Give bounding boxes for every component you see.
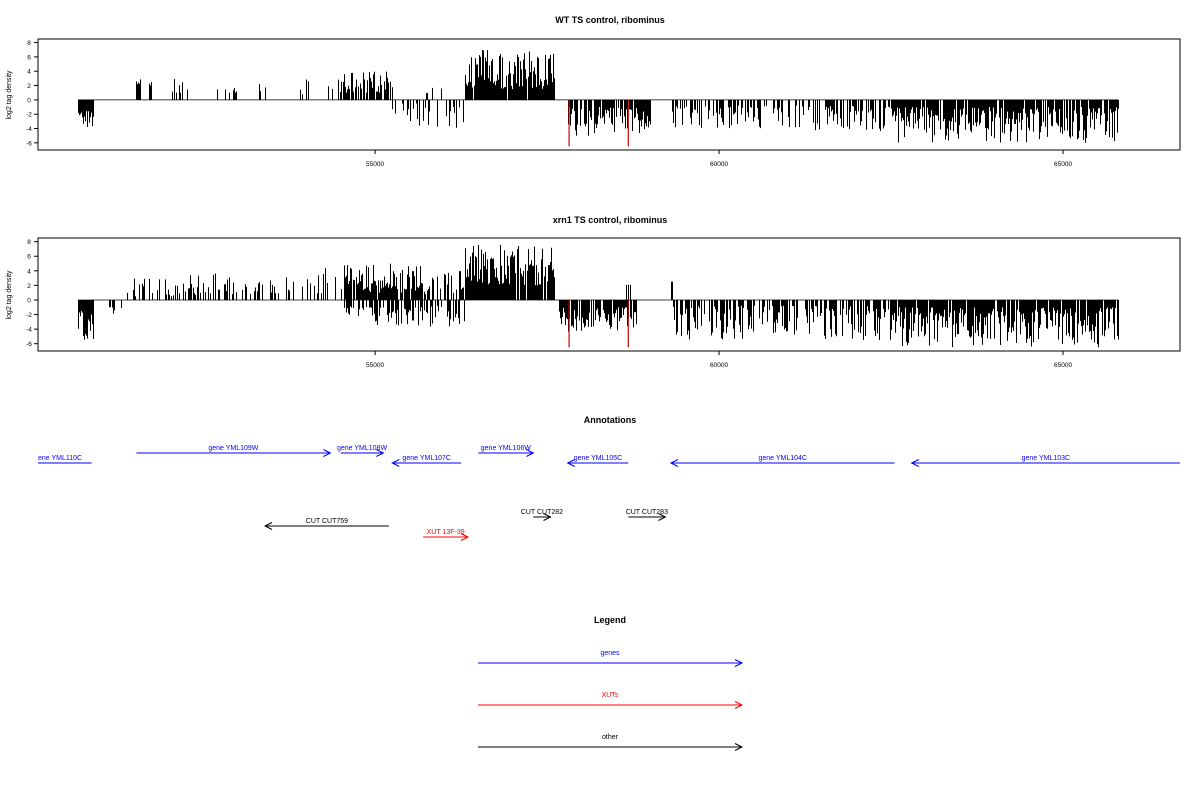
xrn1-bars: [77, 244, 1119, 348]
annotations-title: Annotations: [584, 415, 637, 425]
feature-track: ene YML110C gene YML109W gene YML108W gene …: [38, 445, 1180, 541]
y-tick-label: -2: [26, 112, 32, 119]
y-tick-label: 6: [27, 54, 31, 61]
feature-label: gene YML104C: [758, 455, 807, 462]
legend-title: Legend: [594, 615, 626, 625]
feature-label: gene YML106W: [481, 445, 531, 452]
feature-arrow: CUT CUT282: [521, 509, 563, 521]
xrn1-axes: -6 -4 -2 0 2 4 6 8 55000 60000 65000: [26, 239, 1072, 369]
y-tick-label: 8: [27, 239, 31, 246]
x-tick-label: 55000: [366, 161, 384, 168]
wt-panel-title: WT TS control, ribominus: [555, 15, 665, 25]
feature-label: XUT 13F-39: [427, 529, 465, 536]
y-tick-label: 0: [27, 97, 31, 104]
legend: Legend genes XUTs other: [478, 615, 744, 751]
y-tick-label: -2: [26, 312, 32, 319]
feature-label: gene YML109W: [208, 445, 258, 452]
wt-plot-frame: [37, 38, 1181, 151]
feature-arrow: gene YML109W: [136, 445, 332, 457]
y-tick-label: 4: [27, 69, 31, 76]
legend-item: other: [478, 734, 744, 751]
legend-item: genes: [478, 650, 744, 667]
wt-y-axis-label: log2 tag density: [6, 70, 13, 120]
x-tick-label: 60000: [710, 362, 728, 369]
y-tick-label: -6: [26, 341, 32, 348]
y-tick-label: 4: [27, 268, 31, 275]
xrn1-plot-frame: [37, 237, 1181, 352]
y-tick-label: 8: [27, 40, 31, 47]
wt-bars: [77, 50, 1119, 147]
x-tick-label: 65000: [1054, 161, 1072, 168]
feature-arrow: gene YML105C: [566, 455, 629, 467]
feature-arrow: gene YML106W: [478, 445, 535, 457]
feature-label: gene YML107C: [402, 455, 451, 462]
y-tick-label: 2: [27, 83, 31, 90]
feature-arrow: XUT 13F-39: [423, 529, 470, 541]
wt-panel: WT TS control, ribominus log2 tag densit…: [6, 15, 1181, 168]
feature-arrow: gene YML103C: [910, 455, 1180, 467]
y-tick-label: -4: [26, 327, 32, 334]
feature-label: CUT CUT759: [306, 518, 348, 525]
feature-label: gene YML103C: [1022, 455, 1071, 462]
feature-label: CUT CUT283: [626, 509, 668, 516]
y-tick-label: -6: [26, 140, 32, 147]
legend-label: XUTs: [602, 692, 619, 699]
legend-label: genes: [600, 650, 620, 657]
x-tick-label: 55000: [366, 362, 384, 369]
xrn1-y-axis-label: log2 tag density: [6, 270, 13, 320]
feature-label: gene YML105C: [574, 455, 623, 462]
feature-arrow: gene YML108W: [337, 445, 387, 457]
feature-label: CUT CUT282: [521, 509, 563, 516]
feature-arrow: CUT CUT759: [263, 518, 389, 530]
y-tick-label: 2: [27, 283, 31, 290]
y-tick-label: 6: [27, 254, 31, 261]
legend-label: other: [602, 734, 619, 741]
feature-label: ene YML110C: [38, 455, 82, 462]
feature-arrow: gene YML107C: [391, 455, 462, 467]
x-tick-label: 65000: [1054, 362, 1072, 369]
annotations-panel: Annotations ene YML110C gene YML109W gene …: [38, 415, 1180, 541]
xrn1-panel: xrn1 TS control, ribominus log2 tag dens…: [6, 215, 1181, 369]
feature-arrow: ene YML110C: [38, 455, 92, 464]
wt-axes: -6 -4 -2 0 2 4 6 8 55000 60000 65000: [26, 40, 1072, 168]
x-tick-label: 60000: [710, 161, 728, 168]
y-tick-label: -4: [26, 126, 32, 133]
feature-arrow: CUT CUT283: [626, 509, 668, 521]
legend-item: XUTs: [478, 692, 744, 709]
y-tick-label: 0: [27, 297, 31, 304]
feature-arrow: gene YML104C: [669, 455, 895, 467]
xrn1-panel-title: xrn1 TS control, ribominus: [553, 215, 668, 225]
feature-label: gene YML108W: [337, 445, 387, 452]
legend-items: genes XUTs other: [478, 650, 744, 751]
